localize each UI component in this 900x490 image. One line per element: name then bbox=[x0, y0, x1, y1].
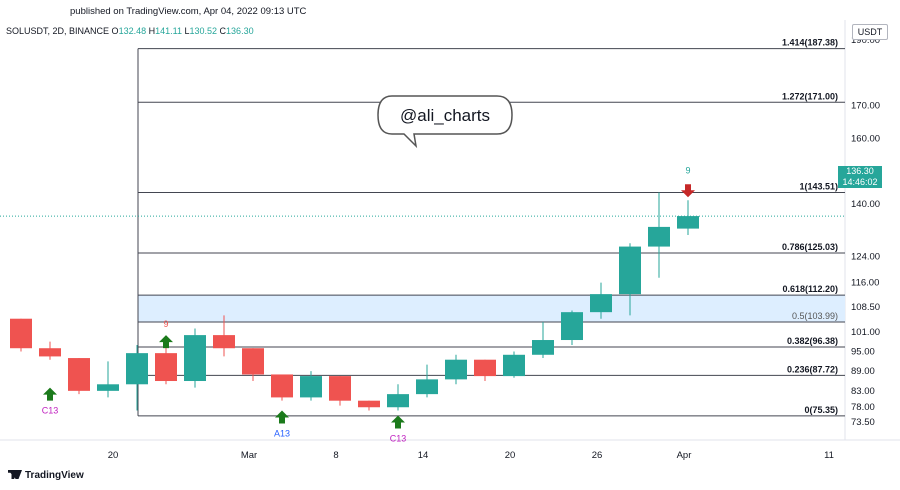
price-tick-label: 124.00 bbox=[851, 251, 880, 262]
time-tick-label: Mar bbox=[241, 450, 257, 461]
low-label: L bbox=[184, 26, 190, 36]
close-label: C bbox=[219, 26, 227, 36]
brand-name: TradingView bbox=[25, 470, 84, 481]
candle-body-up[interactable] bbox=[619, 246, 641, 295]
tradingview-mark-icon bbox=[8, 470, 22, 479]
candle-body-down[interactable] bbox=[213, 335, 235, 349]
candle-body-up[interactable] bbox=[184, 335, 206, 382]
candle-body-up[interactable] bbox=[126, 353, 148, 385]
candle-body-down[interactable] bbox=[155, 353, 177, 382]
time-tick-label: 14 bbox=[418, 450, 429, 461]
price-tick-label: 101.00 bbox=[851, 327, 880, 338]
fib-level-label-0.618: 0.618(112.20) bbox=[782, 284, 838, 294]
fib-level-label-0: 0(75.35) bbox=[804, 405, 838, 415]
fib-level-label-0.5: 0.5(103.99) bbox=[792, 311, 838, 321]
open-label: O bbox=[111, 26, 119, 36]
price-tick-label: 73.50 bbox=[851, 417, 875, 428]
marker-count-label: 9 bbox=[685, 165, 690, 175]
candle-body-down[interactable] bbox=[68, 358, 90, 391]
price-tick-label: 170.00 bbox=[851, 101, 880, 112]
marker-count-label: A13 bbox=[274, 429, 290, 439]
candle-body-up[interactable] bbox=[445, 359, 467, 380]
published-note: published on TradingView.com, Apr 04, 20… bbox=[70, 6, 307, 17]
symbol-ohlc: SOLUSDT, 2D, BINANCE O132.48 H141.11 L13… bbox=[6, 26, 254, 36]
price-tick-label: 190.00 bbox=[851, 35, 880, 46]
time-tick-label: 20 bbox=[108, 450, 119, 461]
price-tick-label: 116.00 bbox=[851, 278, 879, 289]
candle-body-up[interactable] bbox=[300, 376, 322, 398]
candle-body-down[interactable] bbox=[39, 348, 61, 357]
candle-body-up[interactable] bbox=[416, 379, 438, 395]
open-value: 132.48 bbox=[118, 26, 147, 36]
candle-body-down[interactable] bbox=[358, 400, 380, 408]
fib-level-label-1.414: 1.414(187.38) bbox=[782, 38, 838, 48]
fib-level-label-0.786: 0.786(125.03) bbox=[782, 242, 838, 252]
marker-count-label: 9 bbox=[163, 319, 168, 329]
candle-body-up[interactable] bbox=[97, 384, 119, 391]
price-tick-label: 83.00 bbox=[851, 386, 875, 397]
last-price-tag: 136.30 14:46:02 bbox=[838, 166, 882, 188]
buy-arrow-icon bbox=[275, 410, 289, 424]
fib-level-label-0.382: 0.382(96.38) bbox=[787, 336, 838, 346]
buy-arrow-icon bbox=[43, 387, 57, 401]
fib-zone-highlight bbox=[138, 295, 845, 323]
candle-body-down[interactable] bbox=[474, 359, 496, 377]
candle-body-up[interactable] bbox=[503, 354, 525, 377]
candle-body-down[interactable] bbox=[329, 376, 351, 401]
candle-body-down[interactable] bbox=[242, 348, 264, 375]
time-tick-label: 8 bbox=[333, 450, 338, 461]
close-value: 136.30 bbox=[226, 26, 254, 36]
low-value: 130.52 bbox=[189, 26, 218, 36]
time-tick-label: 11 bbox=[824, 450, 834, 461]
price-tick-label: 140.00 bbox=[851, 199, 880, 210]
time-tick-label: 26 bbox=[592, 450, 603, 461]
candle-body-up[interactable] bbox=[677, 216, 699, 229]
high-label: H bbox=[148, 26, 156, 36]
price-tick-label: 160.00 bbox=[851, 133, 880, 144]
marker-count-label: C13 bbox=[42, 406, 59, 416]
candle-body-up[interactable] bbox=[590, 294, 612, 313]
high-value: 141.11 bbox=[155, 26, 182, 36]
tradingview-logo[interactable]: TradingView bbox=[8, 470, 84, 481]
candle-body-down[interactable] bbox=[10, 318, 32, 349]
price-tick-label: 95.00 bbox=[851, 347, 875, 358]
candle-body-up[interactable] bbox=[532, 340, 554, 355]
sell-arrow-icon bbox=[681, 184, 695, 198]
time-tick-label: 20 bbox=[505, 450, 516, 461]
candle-body-up[interactable] bbox=[561, 312, 583, 341]
price-tick-label: 78.00 bbox=[851, 402, 875, 413]
fib-level-label-0.236: 0.236(87.72) bbox=[787, 364, 838, 374]
candle-body-up[interactable] bbox=[648, 226, 670, 247]
fib-level-label-1: 1(143.51) bbox=[799, 181, 838, 191]
price-tick-label: 108.50 bbox=[851, 302, 880, 313]
price-tick-label: 89.00 bbox=[851, 366, 875, 377]
candle-body-up[interactable] bbox=[387, 394, 409, 408]
speech-bubble bbox=[377, 95, 513, 149]
watermark-handle: @ali_charts bbox=[400, 106, 490, 125]
symbol-name: SOLUSDT, 2D, BINANCE bbox=[6, 26, 110, 36]
candle-body-down[interactable] bbox=[271, 374, 293, 398]
last-price-value: 136.30 bbox=[846, 166, 874, 176]
bar-countdown: 14:46:02 bbox=[842, 177, 878, 187]
time-tick-label: Apr bbox=[677, 450, 692, 461]
fib-level-label-1.272: 1.272(171.00) bbox=[782, 91, 838, 101]
currency-selector[interactable]: USDT bbox=[852, 24, 888, 40]
marker-count-label: C13 bbox=[390, 433, 407, 443]
buy-arrow-icon bbox=[159, 335, 173, 349]
buy-arrow-icon bbox=[391, 415, 405, 429]
